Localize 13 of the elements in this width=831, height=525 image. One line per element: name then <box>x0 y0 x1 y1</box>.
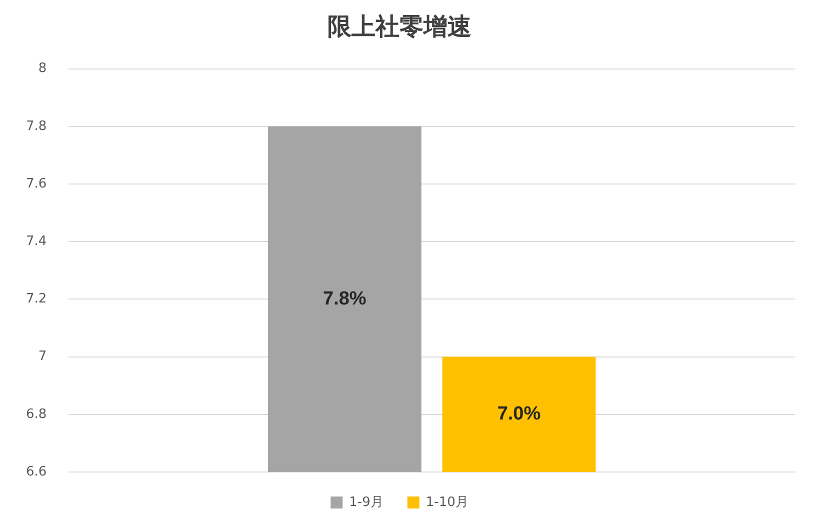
y-tick-label: 8 <box>38 61 47 76</box>
data-label: 7.8% <box>323 288 366 310</box>
y-tick-label: 6.6 <box>26 464 47 480</box>
y-tick-label: 7.4 <box>26 234 47 249</box>
y-tick-label: 7 <box>38 349 47 364</box>
legend-label: 1-9月 <box>349 494 384 510</box>
data-label: 7.0% <box>497 404 541 425</box>
legend-label: 1-10月 <box>426 494 468 510</box>
y-tick-label: 7.6 <box>26 176 47 192</box>
y-tick-label: 6.8 <box>26 406 47 422</box>
y-tick-label: 7.2 <box>26 292 47 307</box>
y-tick-label: 7.8 <box>26 118 47 134</box>
chart-title: 限上社零增速 <box>328 12 472 41</box>
